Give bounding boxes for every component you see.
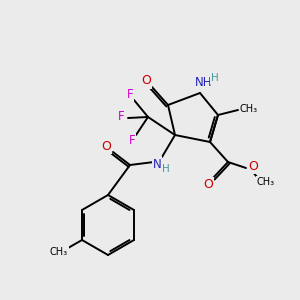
Text: CH₃: CH₃ xyxy=(50,247,68,257)
Text: O: O xyxy=(203,178,213,191)
Text: F: F xyxy=(127,88,133,100)
Text: H: H xyxy=(211,73,219,83)
Text: O: O xyxy=(248,160,258,172)
Text: NH: NH xyxy=(195,76,213,89)
Text: F: F xyxy=(118,110,124,124)
Text: F: F xyxy=(129,134,135,148)
Text: N: N xyxy=(153,158,161,170)
Text: O: O xyxy=(141,74,151,88)
Text: H: H xyxy=(162,164,170,174)
Text: CH₃: CH₃ xyxy=(240,104,258,114)
Text: CH₃: CH₃ xyxy=(257,177,275,187)
Text: O: O xyxy=(101,140,111,152)
